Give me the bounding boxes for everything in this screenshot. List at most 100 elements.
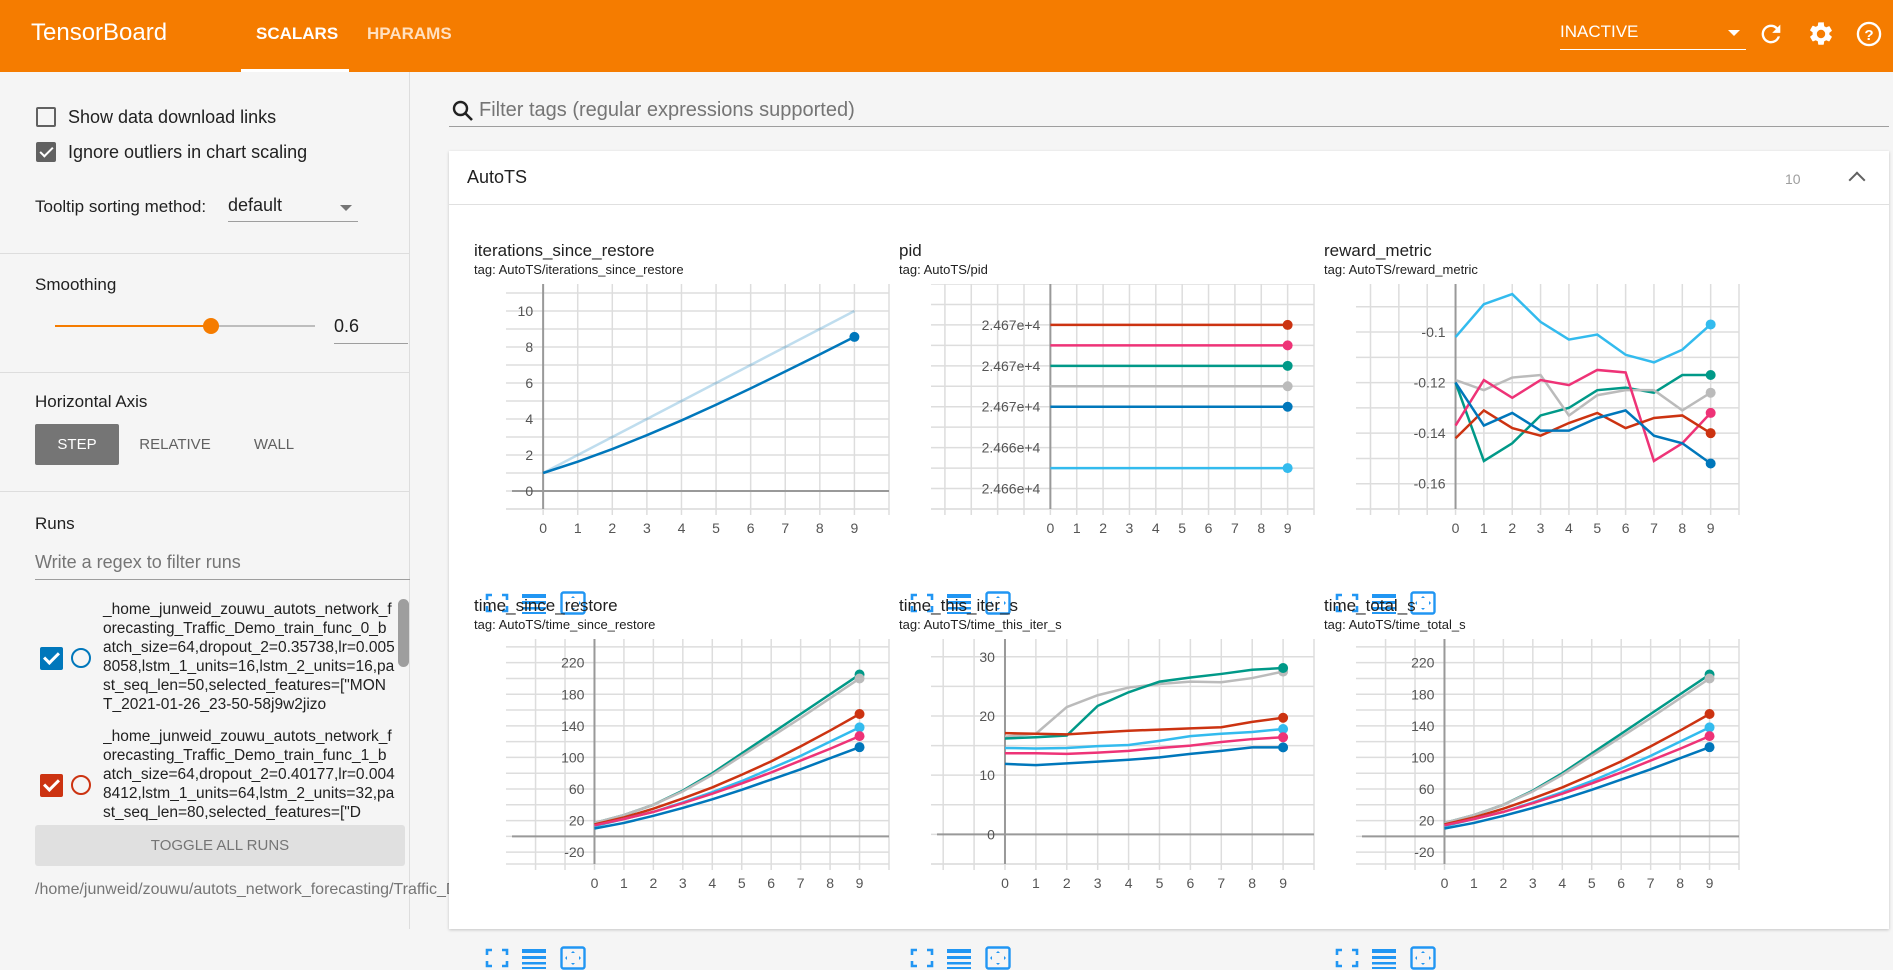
- chart-plot[interactable]: -0.1 -0.12 -0.14 -0.16 0 1 2 3 4 5 6 7 8 9: [1324, 284, 1749, 539]
- axis-wall-button[interactable]: WALL: [253, 436, 295, 453]
- series-line: [1444, 677, 1711, 825]
- toggle-log-scale-icon[interactable]: [1371, 591, 1397, 615]
- series-end-point: [1282, 463, 1293, 474]
- y-tick-label: 10: [518, 303, 534, 319]
- run-item[interactable]: _home_junweid_zouwu_autots_network_forec…: [40, 727, 395, 825]
- toggle-log-scale-icon[interactable]: [946, 591, 972, 615]
- category-header[interactable]: AutoTS 10: [449, 151, 1889, 205]
- series-end-point: [1704, 742, 1715, 753]
- sidebar: Show data download links Ignore outliers…: [0, 72, 587, 929]
- y-tick-label: 30: [979, 649, 995, 665]
- settings-icon[interactable]: [1807, 20, 1835, 48]
- series-line: [1004, 670, 1284, 738]
- fit-domain-icon[interactable]: [560, 946, 586, 970]
- x-tick-label: 9: [856, 875, 864, 891]
- toggle-log-scale-icon[interactable]: [946, 946, 972, 970]
- chart-plot[interactable]: 0 10 20 30 0 1 2 3 4 5 6 7 8 9: [899, 639, 1324, 894]
- fullscreen-icon[interactable]: [909, 946, 935, 970]
- toggle-log-scale-icon[interactable]: [1371, 946, 1397, 970]
- chevron-up-icon[interactable]: [1848, 171, 1866, 189]
- x-tick-label: 9: [851, 520, 859, 536]
- toggle-all-runs-button[interactable]: TOGGLE ALL RUNS: [35, 825, 405, 866]
- chart-plot[interactable]: 2.467e+4 2.467e+4 2.467e+4 2.466e+4 2.466e+4…: [899, 284, 1324, 539]
- series-end-point: [1704, 673, 1715, 684]
- x-tick-label: 2: [649, 875, 657, 891]
- fullscreen-icon[interactable]: [1334, 591, 1360, 615]
- plugin-select[interactable]: INACTIVE: [1560, 18, 1746, 50]
- series-line: [1454, 381, 1712, 465]
- toggle-log-scale-icon[interactable]: [521, 591, 547, 615]
- runs-filter-input[interactable]: Write a regex to filter runs: [35, 546, 410, 580]
- x-tick-label: 8: [826, 875, 834, 891]
- run-item[interactable]: _home_junweid_zouwu_autots_network_forec…: [40, 600, 395, 718]
- ignore-outliers-checkbox[interactable]: [36, 142, 56, 162]
- x-tick-label: 1: [1470, 875, 1478, 891]
- help-icon[interactable]: ?: [1855, 20, 1883, 48]
- fullscreen-icon[interactable]: [1334, 946, 1360, 970]
- fullscreen-icon[interactable]: [484, 946, 510, 970]
- fit-domain-icon[interactable]: [1410, 591, 1436, 615]
- show-download-links-checkbox[interactable]: [36, 107, 56, 127]
- chart-actions: [1334, 548, 1454, 615]
- y-tick-label: 100: [1411, 749, 1435, 765]
- tooltip-sorting-label: Tooltip sorting method:: [35, 197, 207, 216]
- category-title: AutoTS: [467, 167, 528, 187]
- tab-hparams[interactable]: HPARAMS: [367, 24, 452, 43]
- run-checkbox[interactable]: [40, 647, 63, 670]
- run-label: _home_junweid_zouwu_autots_network_forec…: [103, 601, 395, 713]
- chart-title: pid: [899, 241, 922, 260]
- series-end-point: [1282, 340, 1293, 351]
- smoothing-input[interactable]: 0.6: [334, 312, 408, 344]
- series-end-point: [849, 331, 860, 342]
- y-tick-label: 0: [525, 483, 533, 499]
- y-tick-label: -0.12: [1414, 375, 1446, 391]
- x-tick-label: 2: [1099, 520, 1107, 536]
- chart-tag: tag: AutoTS/reward_metric: [1324, 262, 1478, 277]
- x-tick-label: 1: [574, 520, 582, 536]
- x-tick-label: 1: [1073, 520, 1081, 536]
- x-tick-label: 4: [1558, 875, 1566, 891]
- runs-scrollbar[interactable]: [398, 599, 409, 667]
- refresh-icon[interactable]: [1757, 20, 1785, 48]
- series-line: [1004, 716, 1284, 736]
- chart-plot[interactable]: -20 20 60 100 140 180 220 0 1 2 3 4 5 6 7 8 9: [474, 639, 899, 894]
- axis-relative-button[interactable]: RELATIVE: [139, 436, 211, 453]
- fit-domain-icon[interactable]: [560, 591, 586, 615]
- fit-domain-icon[interactable]: [985, 591, 1011, 615]
- fit-domain-icon[interactable]: [985, 946, 1011, 970]
- y-tick-label: 100: [561, 749, 585, 765]
- fullscreen-icon[interactable]: [484, 591, 510, 615]
- chart-title: time_since_restore: [474, 596, 618, 615]
- x-tick-label: 2: [608, 520, 616, 536]
- series-end-point: [1282, 381, 1293, 392]
- fit-domain-icon[interactable]: [1410, 946, 1436, 970]
- chart-title: iterations_since_restore: [474, 241, 655, 260]
- x-tick-label: 0: [1001, 875, 1009, 891]
- chart-actions: [1334, 903, 1454, 970]
- tooltip-sorting-select[interactable]: default: [228, 192, 358, 222]
- series-end-point: [1282, 401, 1293, 412]
- tag-filter-input[interactable]: Filter tags (regular expressions support…: [449, 96, 1889, 127]
- chart-plot[interactable]: -20 20 60 100 140 180 220 0 1 2 3 4 5 6 7 8 9: [1324, 639, 1749, 894]
- smoothing-slider-thumb[interactable]: [203, 318, 219, 334]
- x-tick-label: 8: [1248, 875, 1256, 891]
- run-radio[interactable]: [71, 775, 91, 795]
- series-line: [1455, 373, 1712, 418]
- fullscreen-icon[interactable]: [909, 591, 935, 615]
- y-tick-label: 2.467e+4: [982, 317, 1041, 333]
- toggle-log-scale-icon[interactable]: [521, 946, 547, 970]
- tab-scalars[interactable]: SCALARS: [256, 24, 339, 43]
- chart-tag: tag: AutoTS/time_since_restore: [474, 617, 656, 632]
- series-end-point: [1282, 360, 1293, 371]
- axis-step-button[interactable]: STEP: [35, 424, 119, 465]
- y-tick-label: 20: [979, 708, 995, 724]
- chart-plot[interactable]: 0 2 4 6 8 10 0 1 2 3 4 5 6 7 8 9: [474, 284, 899, 539]
- run-checkbox[interactable]: [40, 774, 63, 797]
- x-tick-label: 0: [591, 875, 599, 891]
- chart-title: time_this_iter_s: [899, 596, 1019, 615]
- smoothing-slider[interactable]: [55, 318, 315, 334]
- chart-tag: tag: AutoTS/pid: [899, 262, 988, 277]
- tag-filter-placeholder: Filter tags (regular expressions support…: [479, 99, 855, 121]
- run-radio[interactable]: [71, 648, 91, 668]
- run-label: _home_junweid_zouwu_autots_network_forec…: [103, 728, 395, 821]
